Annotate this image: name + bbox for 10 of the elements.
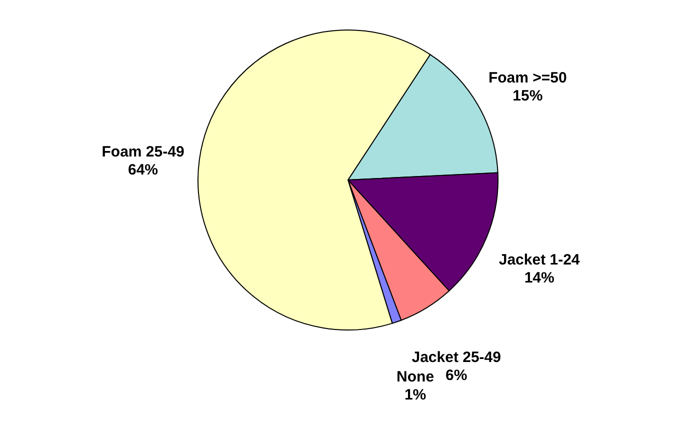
data-label: 6% (446, 366, 468, 384)
data-label: 1% (404, 386, 426, 404)
slice-label: Jacket 1-24 (498, 251, 580, 268)
data-label: 14% (524, 269, 554, 286)
slice-label: Foam 25-49 (102, 144, 184, 161)
slice-label: Jacket 25-49 (412, 348, 501, 366)
slice-label: None (396, 368, 434, 386)
data-label: 64% (128, 162, 158, 179)
slice-label: Foam >=50 (488, 70, 567, 87)
data-label: 15% (512, 88, 543, 105)
